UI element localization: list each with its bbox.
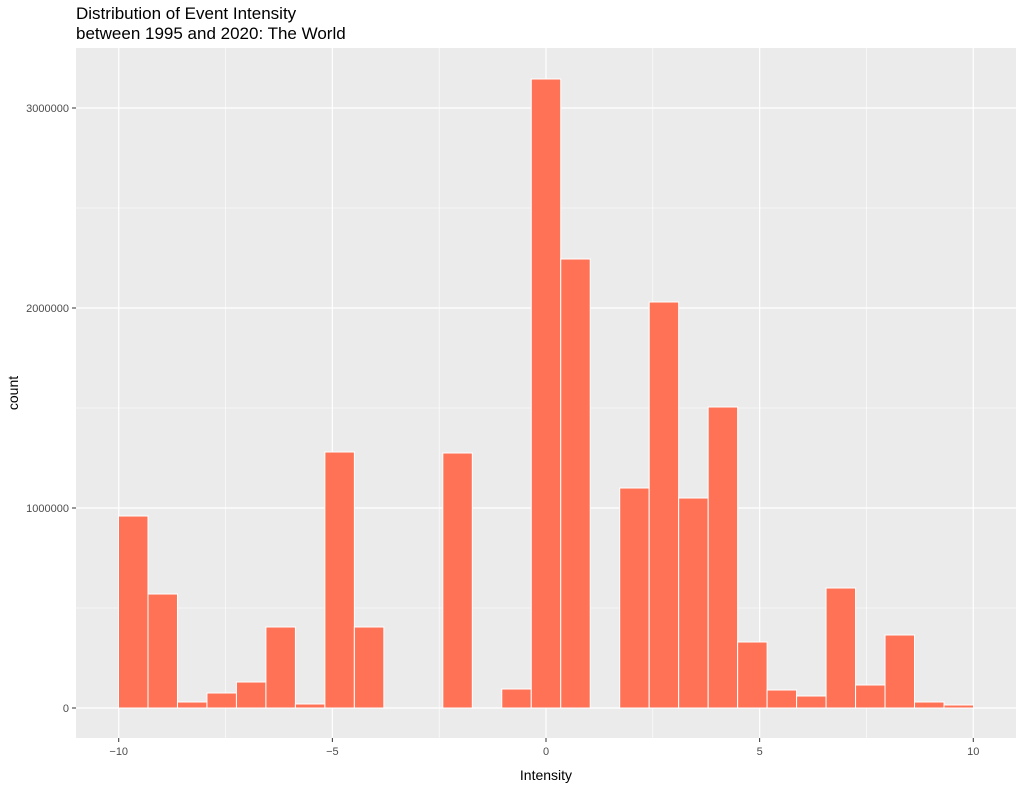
histogram-bar	[206, 692, 237, 709]
x-tick-label: 5	[757, 746, 763, 758]
histogram-bar	[324, 451, 355, 709]
x-tick-label: −5	[326, 746, 339, 758]
histogram-bar	[560, 258, 591, 709]
histogram-bar	[855, 684, 886, 709]
histogram-bar	[442, 452, 473, 709]
histogram-bar	[737, 641, 768, 709]
histogram-bar	[265, 626, 296, 709]
histogram-bar	[914, 701, 945, 709]
histogram-bar	[501, 688, 532, 709]
chart-title: Distribution of Event Intensity between …	[76, 4, 346, 44]
histogram-bar	[147, 593, 178, 709]
histogram-bar	[766, 689, 798, 709]
histogram-bar	[235, 681, 267, 709]
x-tick-label: −10	[109, 746, 128, 758]
x-tick-label: 10	[967, 746, 979, 758]
histogram-bar	[943, 704, 974, 709]
y-tick-label: 0	[63, 703, 69, 715]
histogram-bar	[707, 406, 739, 709]
histogram-bar	[176, 701, 208, 709]
y-tick-label: 3000000	[26, 103, 69, 115]
y-tick-label: 2000000	[26, 303, 69, 315]
chart-title-line-1: Distribution of Event Intensity	[76, 4, 297, 23]
histogram-bar	[530, 78, 562, 709]
histogram-bar	[884, 634, 916, 709]
histogram-bar	[796, 695, 827, 709]
histogram-bar	[353, 626, 385, 709]
y-tick-label: 1000000	[26, 503, 69, 515]
histogram-bar	[294, 703, 326, 709]
y-axis-title: count	[5, 376, 21, 410]
histogram-bar	[648, 301, 680, 709]
x-tick-label: 0	[543, 746, 549, 758]
histogram-bar	[678, 497, 709, 709]
histogram-bar	[619, 487, 650, 709]
histogram-bar	[118, 515, 149, 709]
histogram-bar	[825, 587, 857, 709]
x-axis-title: Intensity	[520, 767, 572, 783]
chart-title-line-2: between 1995 and 2020: The World	[76, 24, 346, 43]
